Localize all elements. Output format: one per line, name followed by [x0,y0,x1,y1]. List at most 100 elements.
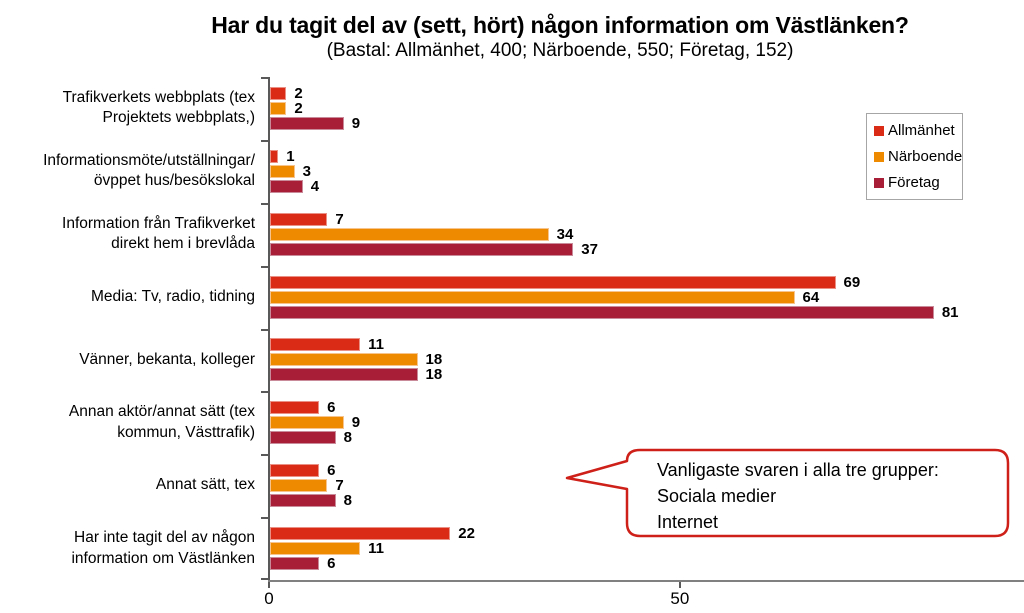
y-axis-tick [261,328,269,331]
chart-title: Har du tagit del av (sett, hört) någon i… [211,12,909,38]
bar-närboende [270,290,795,304]
bar-företag [270,116,344,130]
bar-row: 3 [270,162,1024,180]
legend-item: Företag [874,174,956,191]
bar-row: 37 [270,242,1024,257]
bar-row: 18 [270,351,1024,369]
bar-allmänhet [270,86,287,100]
y-axis-tick [261,77,269,79]
value-label: 4 [310,177,320,195]
bar-allmänhet [270,401,320,415]
bar-row: 2 [270,84,1024,102]
value-label: 64 [802,288,820,306]
category-label: Annan aktör/annat sätt (tex kommun, Väst… [68,403,255,441]
y-axis-tick [261,391,269,394]
category-label: Annat sätt, tex [155,476,255,494]
value-label: 81 [941,303,959,321]
legend-label: Allmänhet [888,122,955,139]
callout-line: Internet [657,512,719,532]
x-axis-tick-label: 0 [264,589,274,608]
x-axis-tick-label: 50 [670,589,690,608]
bar-row: 4 [270,177,1024,195]
bar-row: 64 [270,288,1024,306]
legend-label: Företag [888,174,940,191]
bar-row: 9 [270,114,1024,132]
y-axis-tick [261,517,269,520]
bar-row: 7 [270,212,1024,227]
bar-närboende [270,479,328,493]
value-label: 6 [327,555,336,573]
bar-row: 69 [270,273,1024,291]
bar-row: 7 [270,477,1024,495]
value-label: 6 [327,399,336,417]
value-label: 18 [425,351,443,369]
bar-row: 11 [270,541,1024,556]
y-axis-line [268,77,270,581]
x-axis-tick [678,582,681,588]
bar-row: 11 [270,336,1024,354]
bar-row: 6 [270,399,1024,417]
legend-item: Allmänhet [874,122,956,139]
bar-row: 8 [270,492,1024,510]
value-label: 3 [302,162,311,180]
bar-allmänhet [270,464,320,478]
bar-row: 81 [270,303,1024,321]
bar-närboende [270,353,418,367]
bar-row: 8 [270,430,1024,445]
bar-row: 22 [270,525,1024,543]
y-axis-tick [261,202,269,205]
bar-närboende [270,542,361,556]
value-label: 8 [343,492,352,510]
bar-allmänhet [270,149,279,163]
plot-area: 2 2 9 1 3 4 7 34 37 69 64 81 11 18 18 6 9 8 6 7 8 22 11 6 0 50 [261,77,1024,608]
value-label: 6 [327,462,336,480]
bar-närboende [270,164,295,178]
category-label: Informationsmöte/utställningar/ övppet h… [43,151,255,190]
value-label: 9 [351,414,361,432]
bar-företag [270,305,934,319]
value-label: 18 [425,366,443,384]
bar-närboende [270,416,344,430]
value-label: 1 [286,147,295,165]
value-label: 69 [843,273,861,291]
value-label: 2 [294,99,303,117]
category-label: Vänner, bekanta, kolleger [79,350,255,368]
y-axis-tick [261,139,269,142]
legend-swatch-icon [874,151,884,162]
y-axis-tick [261,265,269,268]
category-label: Har inte tagit del av någon information … [71,529,255,567]
bar-row: 9 [270,414,1024,432]
callout-line: Vanligaste svaren i alla tre grupper: [657,460,939,480]
legend-item: Närboende [874,148,962,165]
bar-allmänhet [270,338,361,352]
value-label: 22 [458,525,475,543]
legend: Allmänhet Närboende Företag [866,113,963,200]
value-label: 9 [351,114,361,132]
value-label: 7 [335,477,344,495]
legend-swatch-icon [874,125,884,136]
legend-swatch-icon [874,177,884,188]
value-label: 2 [294,84,303,102]
y-axis-tick [261,454,269,457]
category-label: Trafikverkets webbplats (tex Projektets … [62,88,255,127]
category-axis-labels: Trafikverkets webbplats (tex Projektets … [0,77,268,580]
bar-företag [270,431,336,445]
callout-line: Sociala medier [657,486,777,506]
value-label: 11 [368,336,384,354]
legend-label: Närboende [888,148,963,165]
y-axis-tick [261,578,269,580]
bar-row: 34 [270,227,1024,242]
category-label: Information från Trafikverket direkt hem… [62,214,255,253]
bar-allmänhet [270,275,836,289]
bar-närboende [270,227,549,241]
bar-group: 69 64 81 [270,266,1024,329]
bar-företag [270,242,574,256]
bar-allmänhet [270,212,328,226]
callout-text: Vanligaste svaren i alla tre grupper: So… [657,457,1002,535]
bar-allmänhet [270,527,451,541]
bar-row: 6 [270,462,1024,480]
